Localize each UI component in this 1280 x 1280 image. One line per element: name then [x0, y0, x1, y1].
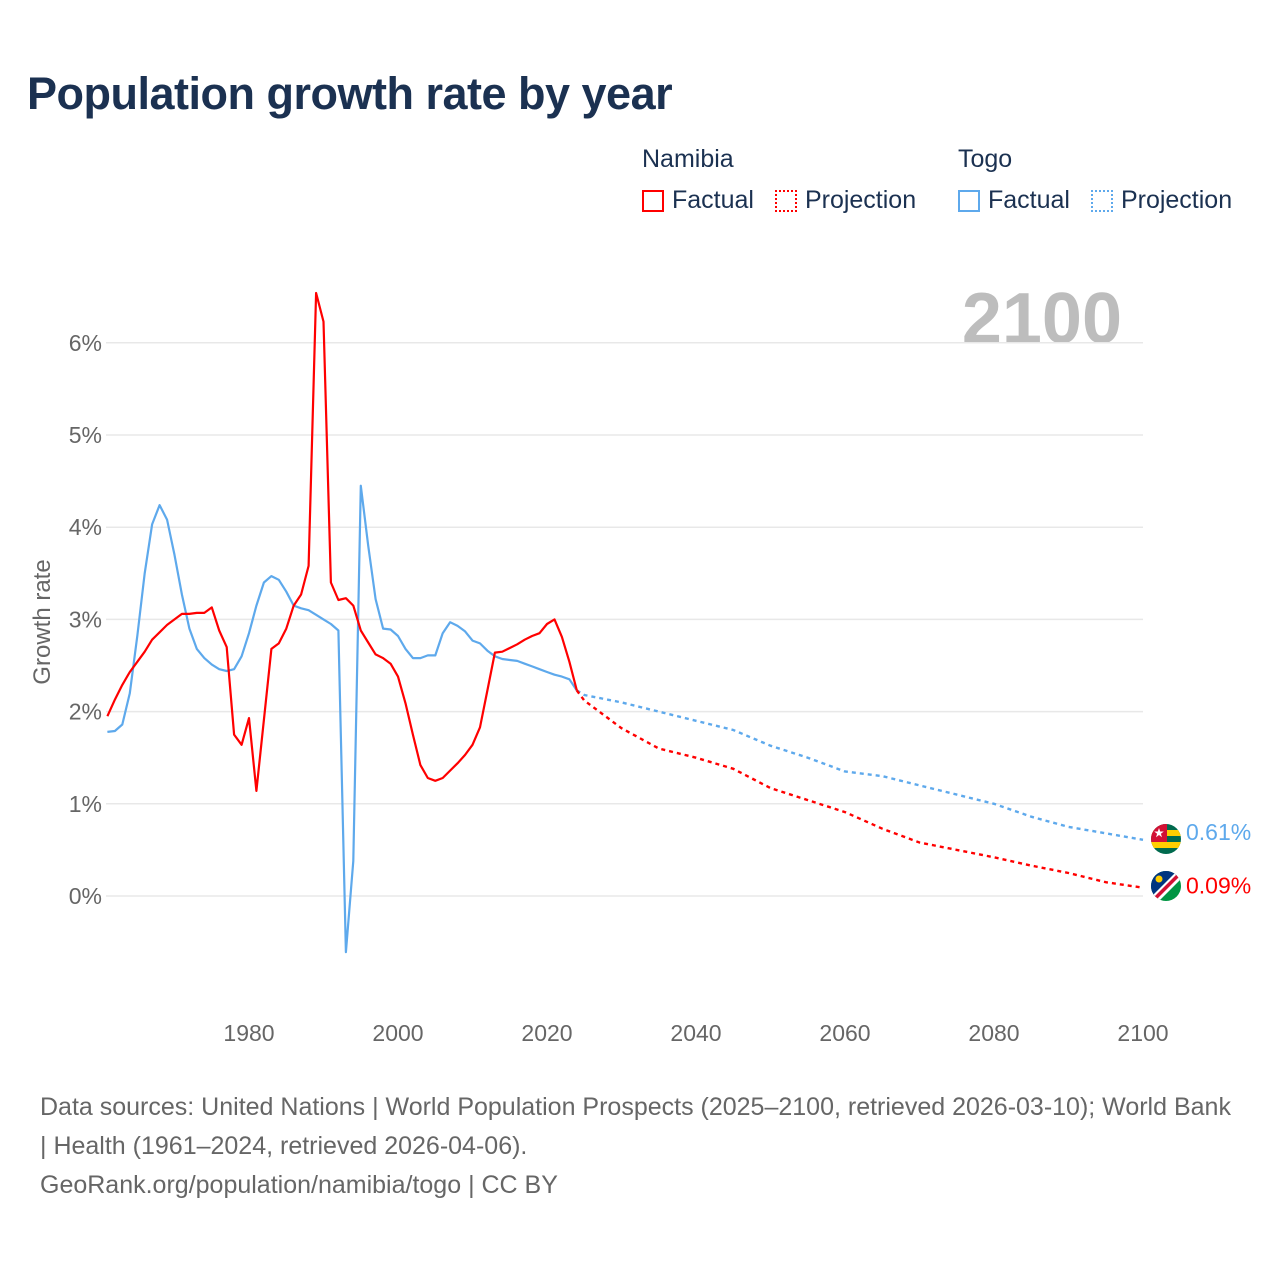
legend-label: Projection: [804, 186, 917, 214]
legend-togo-projection[interactable]: Projection: [1090, 186, 1233, 215]
legend-group-name: Togo: [958, 145, 1013, 173]
chart-title: Population growth rate by year: [27, 68, 673, 119]
legend-namibia-factual[interactable]: Factual: [642, 186, 754, 215]
x-tick-label: 2000: [372, 1020, 423, 1046]
credit-link[interactable]: GeoRank.org/population/namibia/togo | CC…: [40, 1171, 558, 1199]
current-year-watermark: 2100: [961, 279, 1122, 359]
namibia-flag-icon: [1151, 871, 1181, 901]
namibia-end-label: 0.09%: [1186, 873, 1251, 899]
togo-factual-line: [107, 484, 578, 954]
y-tick-label: 4%: [69, 514, 102, 540]
x-tick-label: 2020: [521, 1020, 572, 1046]
footer: Data sources: United Nations | World Pop…: [40, 1088, 1240, 1205]
y-tick-label: 0%: [69, 883, 102, 909]
x-tick-label: 2080: [968, 1020, 1019, 1046]
legend-namibia: Namibia Factual Projection: [642, 145, 930, 219]
legend-togo-factual[interactable]: Factual: [958, 186, 1070, 215]
y-axis-label: Growth rate: [29, 559, 56, 684]
y-tick-label: 5%: [69, 422, 102, 448]
y-tick-label: 1%: [69, 791, 102, 817]
togo-flag-icon: [1151, 824, 1181, 854]
x-tick-label: 2100: [1117, 1020, 1168, 1046]
x-tick-label: 2060: [819, 1020, 870, 1046]
namibia-projection-line: [575, 689, 1144, 889]
x-tick-label: 2040: [670, 1020, 721, 1046]
data-sources: Data sources: United Nations | World Pop…: [40, 1093, 1231, 1160]
legend-group-name: Namibia: [642, 145, 734, 173]
x-tick-label: 1980: [223, 1020, 274, 1046]
y-tick-label: 2%: [69, 699, 102, 725]
togo-projection-line: [576, 689, 1144, 841]
togo-end-label: 0.61%: [1186, 819, 1251, 845]
legend-label: Factual: [672, 186, 754, 214]
y-tick-label: 3%: [69, 606, 102, 632]
legend-togo: Togo Factual Projection: [958, 145, 1232, 219]
legend-label: Factual: [988, 186, 1070, 214]
y-tick-label: 6%: [69, 330, 102, 356]
namibia-factual-line: [106, 291, 578, 793]
legend-namibia-projection[interactable]: Projection: [774, 186, 917, 215]
legend-label: Projection: [1120, 186, 1233, 214]
